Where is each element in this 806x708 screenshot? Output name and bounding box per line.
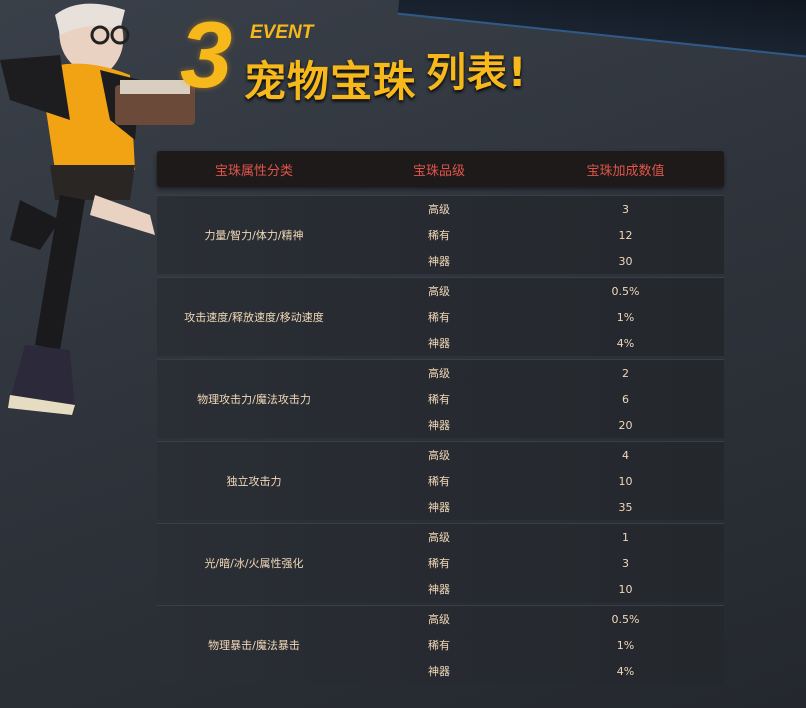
value-cell: 10 <box>618 474 633 488</box>
event-number: 3 <box>180 2 233 107</box>
grade-cell: 稀有 <box>428 229 450 242</box>
grade-cell: 神器 <box>428 665 450 678</box>
grade-cell: 稀有 <box>428 557 450 570</box>
value-cell: 10 <box>618 582 633 596</box>
grade-cell: 神器 <box>428 419 450 432</box>
table-header: 宝珠属性分类 宝珠品级 宝珠加成数值 <box>157 151 724 187</box>
table-row: 神器 35 <box>351 494 724 520</box>
grade-cell: 高级 <box>428 449 450 462</box>
grade-cell: 高级 <box>428 285 450 298</box>
value-cell: 4% <box>616 336 635 350</box>
table-row: 高级 1 <box>351 524 724 550</box>
table-row: 高级 2 <box>351 360 724 386</box>
table-row: 神器 20 <box>351 412 724 438</box>
grade-cell: 稀有 <box>428 393 450 406</box>
column-header: 宝珠品级 <box>412 163 465 179</box>
event-label: EVENT <box>250 22 314 43</box>
category-cell: 力量/智力/体力/精神 <box>204 229 304 242</box>
title-main: 宠物宝珠 <box>244 57 417 106</box>
table-group: 物理攻击力/魔法攻击力 高级 2 稀有 6 神器 20 <box>157 359 724 438</box>
grade-cell: 神器 <box>428 337 450 350</box>
value-cell: 30 <box>618 254 633 268</box>
value-cell: 4% <box>616 664 635 678</box>
value-cell: 3 <box>622 202 629 216</box>
grade-cell: 神器 <box>428 583 450 596</box>
value-cell: 0.5% <box>611 284 640 298</box>
table-group: 独立攻击力 高级 4 稀有 10 神器 35 <box>157 441 724 520</box>
table-group: 物理暴击/魔法暴击 高级 0.5% 稀有 1% 神器 4% <box>157 605 724 684</box>
table-row: 高级 0.5% <box>351 278 724 304</box>
table-row: 稀有 1% <box>351 632 724 658</box>
grade-cell: 高级 <box>428 203 450 216</box>
table-row: 稀有 6 <box>351 386 724 412</box>
value-cell: 1% <box>616 638 635 652</box>
value-cell: 35 <box>618 500 633 514</box>
table-row: 高级 4 <box>351 442 724 468</box>
table-row: 稀有 3 <box>351 550 724 576</box>
grade-cell: 神器 <box>428 255 450 268</box>
grade-cell: 稀有 <box>428 475 450 488</box>
value-cell: 12 <box>618 228 633 242</box>
grade-cell: 高级 <box>428 367 450 380</box>
value-cell: 3 <box>622 556 629 570</box>
value-cell: 2 <box>622 366 629 380</box>
table-group: 光/暗/冰/火属性强化 高级 1 稀有 3 神器 10 <box>157 523 724 602</box>
value-cell: 1% <box>616 310 635 324</box>
table-row: 神器 4% <box>351 330 724 356</box>
table-row: 高级 3 <box>351 196 724 222</box>
value-cell: 6 <box>622 392 629 406</box>
table-group: 攻击速度/释放速度/移动速度 高级 0.5% 稀有 1% 神器 4% <box>157 277 724 356</box>
category-cell: 物理攻击力/魔法攻击力 <box>197 393 311 406</box>
grade-cell: 稀有 <box>428 311 450 324</box>
column-header: 宝珠加成数值 <box>586 163 665 179</box>
table-row: 神器 4% <box>351 658 724 684</box>
value-cell: 4 <box>622 448 629 462</box>
pet-orb-table: 宝珠属性分类 宝珠品级 宝珠加成数值 力量/智力/体力/精神 高级 3 稀有 12 神器 3… <box>157 151 724 684</box>
character-illustration <box>0 3 195 415</box>
column-header: 宝珠属性分类 <box>214 163 293 179</box>
grade-cell: 高级 <box>428 613 450 626</box>
category-cell: 攻击速度/释放速度/移动速度 <box>184 311 324 324</box>
page-title: 宠物宝珠 列表! <box>244 48 527 109</box>
table-row: 稀有 1% <box>351 304 724 330</box>
category-cell: 物理暴击/魔法暴击 <box>208 639 300 652</box>
grade-cell: 稀有 <box>428 639 450 652</box>
value-cell: 1 <box>622 530 629 544</box>
value-cell: 0.5% <box>611 612 640 626</box>
category-cell: 独立攻击力 <box>226 475 282 488</box>
table-row: 高级 0.5% <box>351 606 724 632</box>
grade-cell: 高级 <box>428 531 450 544</box>
value-cell: 20 <box>618 418 633 432</box>
table-row: 神器 10 <box>351 576 724 602</box>
table-group: 力量/智力/体力/精神 高级 3 稀有 12 神器 30 <box>157 195 724 274</box>
grade-cell: 神器 <box>428 501 450 514</box>
table-row: 神器 30 <box>351 248 724 274</box>
title-sub: 列表! <box>426 50 528 96</box>
table-row: 稀有 10 <box>351 468 724 494</box>
table-row: 稀有 12 <box>351 222 724 248</box>
category-cell: 光/暗/冰/火属性强化 <box>204 557 304 570</box>
